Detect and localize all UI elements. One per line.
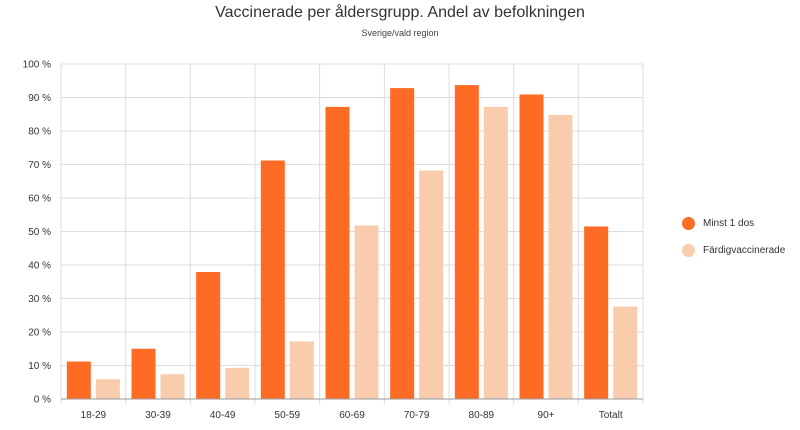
y-tick-label: 90 % [28,93,51,104]
y-tick-label: 20 % [28,328,51,339]
y-tick-label: 50 % [28,227,51,238]
x-tick-label: 80-89 [469,410,495,421]
legend-swatch-minst-1-dos [682,217,695,230]
x-tick-label: 90+ [538,410,555,421]
bar-minst-1-dos-90+ [519,94,544,400]
y-tick-label: 0 % [34,395,51,406]
x-tick-label: 60-69 [339,410,365,421]
bar-minst-1-dos-18-29 [66,361,91,399]
y-tick-label: 70 % [28,160,51,171]
bar-fardigvaccinerade-30-39 [160,374,185,399]
y-tick-label: 40 % [28,261,51,272]
bar-fardigvaccinerade-70-79 [419,170,444,399]
bar-minst-1-dos-30-39 [131,348,156,399]
bar-minst-1-dos-80-89 [454,85,479,399]
bar-minst-1-dos-40-49 [196,272,221,399]
bar-fardigvaccinerade-80-89 [483,106,508,399]
bar-minst-1-dos-50-59 [260,160,285,399]
legend-label-fardigvaccinerade: Färdigvaccinerade [703,245,786,256]
bar-fardigvaccinerade-40-49 [225,367,250,399]
legend-label-minst-1-dos: Minst 1 dos [703,218,755,229]
y-tick-label: 100 % [23,60,51,71]
x-tick-label: Totalt [599,410,623,421]
bar-fardigvaccinerade-60-69 [354,225,379,399]
bar-fardigvaccinerade-90+ [548,114,573,400]
x-tick-label: 30-39 [145,410,171,421]
y-tick-label: 80 % [28,127,51,138]
y-tick-label: 10 % [28,361,51,372]
chart-title: Vaccinerade per åldersgrupp. Andel av be… [215,4,585,21]
x-tick-label: 18-29 [81,410,107,421]
y-tick-label: 60 % [28,194,51,205]
legend-item-minst-1-dos[interactable]: Minst 1 dos [682,217,754,230]
x-tick-label: 50-59 [275,410,301,421]
bar-minst-1-dos-Totalt [584,226,609,399]
bar-minst-1-dos-70-79 [390,88,415,400]
legend-swatch-fardigvaccinerade [682,244,695,257]
bar-fardigvaccinerade-50-59 [289,341,314,399]
x-tick-label: 70-79 [404,410,430,421]
bar-fardigvaccinerade-Totalt [613,306,638,399]
bar-minst-1-dos-60-69 [325,106,350,399]
legend-item-fardigvaccinerade[interactable]: Färdigvaccinerade [682,244,785,257]
y-tick-label: 30 % [28,294,51,305]
chart-subtitle: Sverige/vald region [361,28,439,38]
bar-fardigvaccinerade-18-29 [95,379,120,399]
x-tick-label: 40-49 [210,410,236,421]
